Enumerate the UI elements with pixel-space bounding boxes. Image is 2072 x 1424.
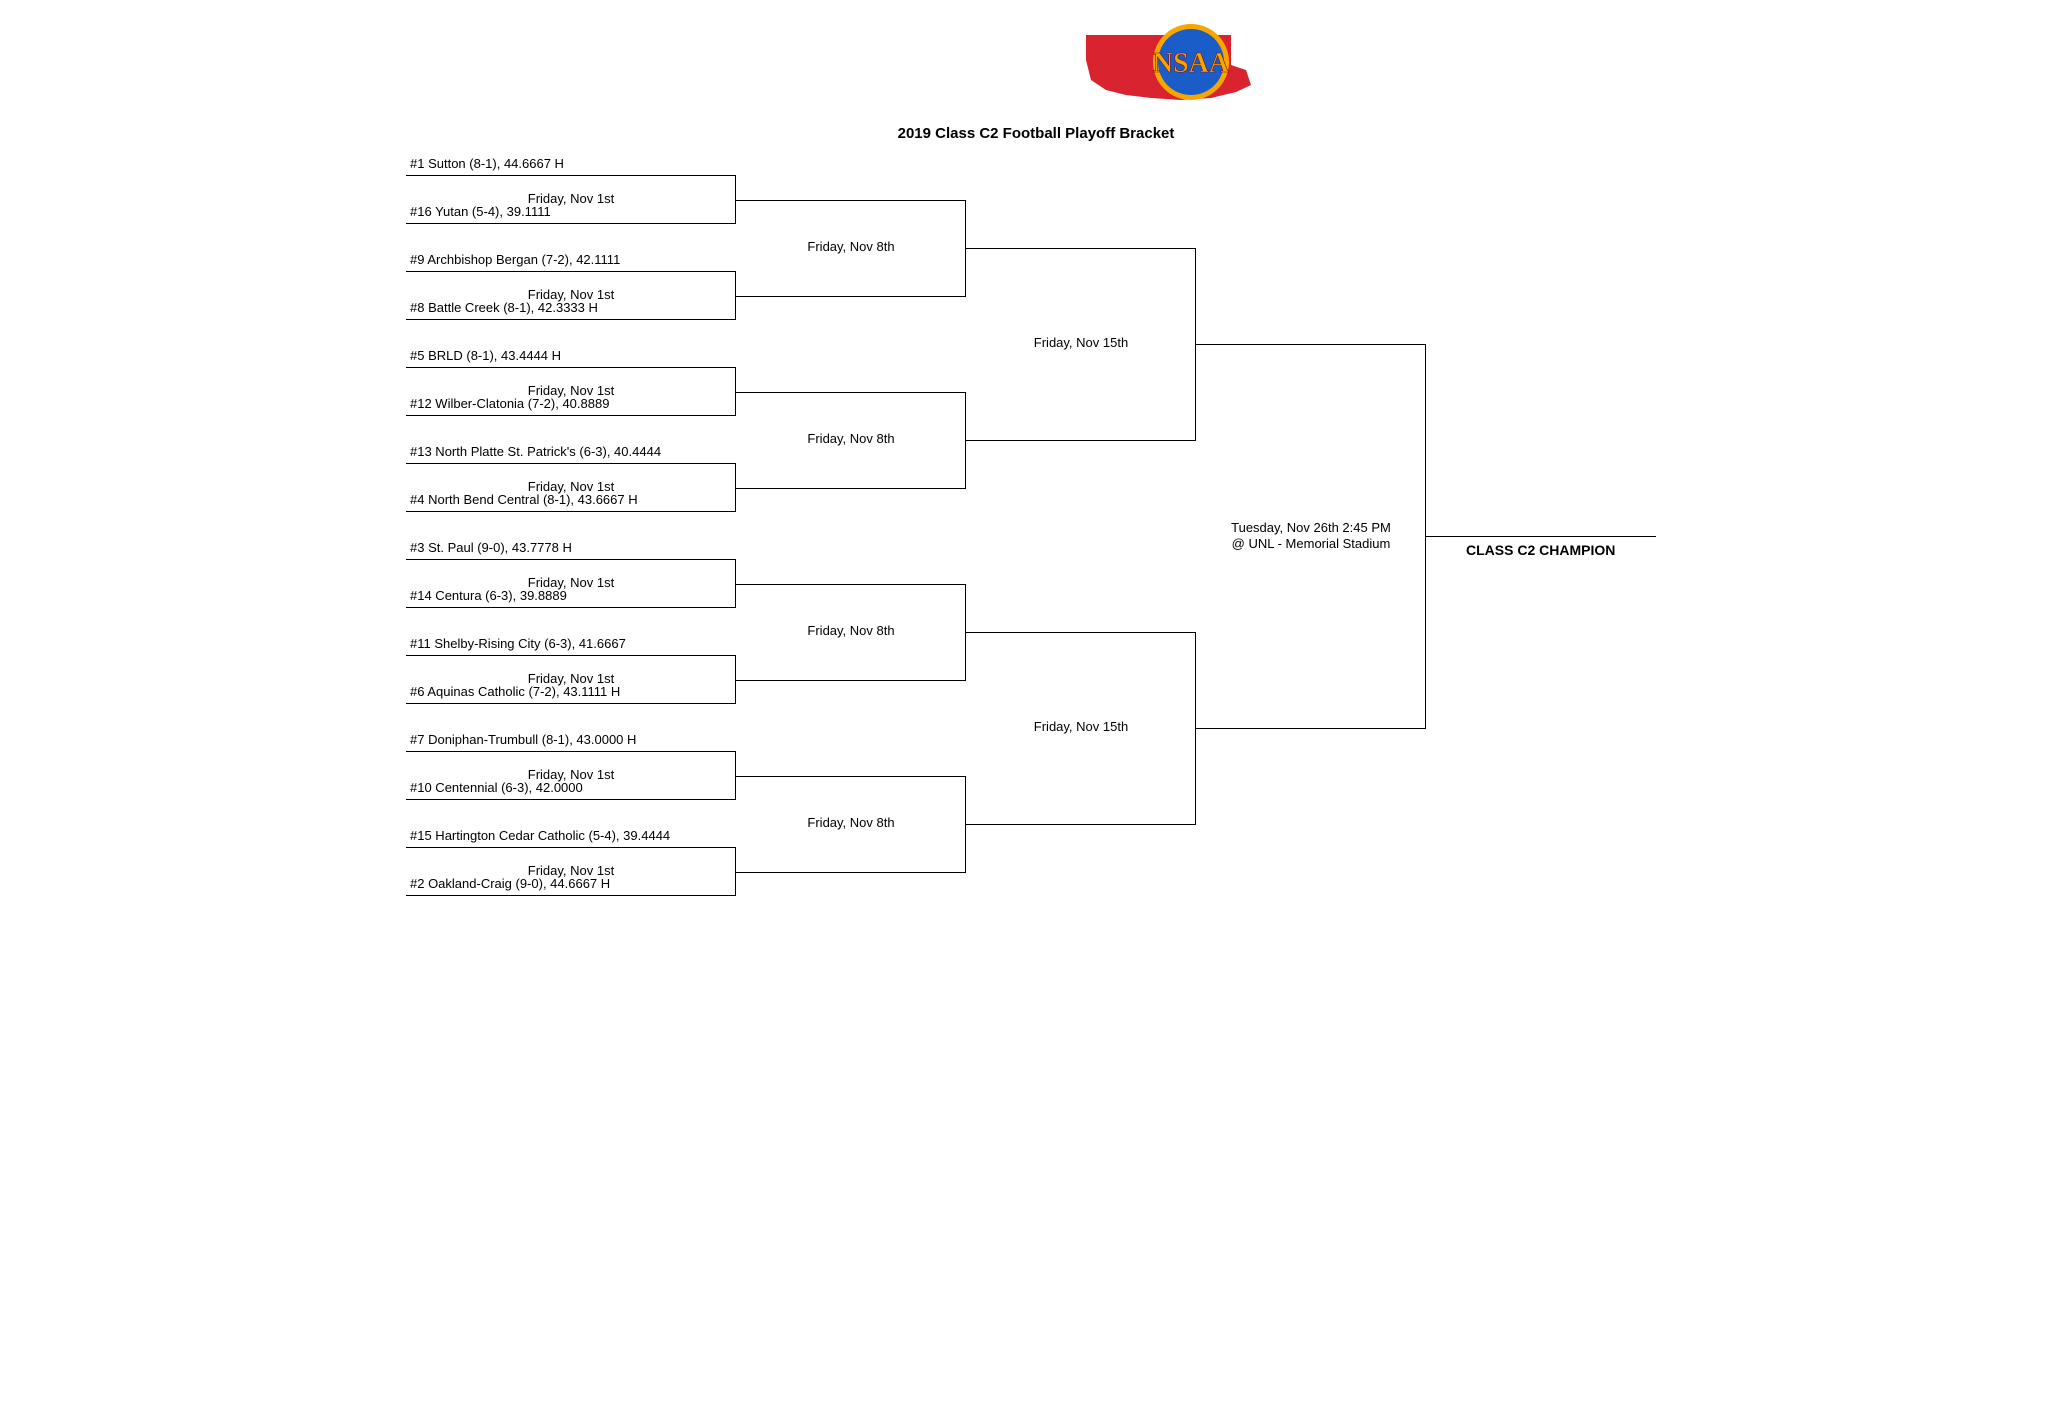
team-slot: #11 Shelby-Rising City (6-3), 41.6667 xyxy=(406,632,736,656)
bracket-line xyxy=(736,680,966,681)
match-date: Friday, Nov 1st xyxy=(406,479,736,494)
match-date: Friday, Nov 1st xyxy=(406,191,736,206)
bracket-title: 2019 Class C2 Football Playoff Bracket xyxy=(20,125,2052,142)
match-date: Friday, Nov 8th xyxy=(736,623,966,638)
nsaa-logo: NSAA xyxy=(1081,20,1271,113)
match-date: Friday, Nov 1st xyxy=(406,863,736,878)
team-slot: #1 Sutton (8-1), 44.6667 H xyxy=(406,152,736,176)
bracket-line xyxy=(736,488,966,489)
match-date: Friday, Nov 15th xyxy=(966,335,1196,350)
match-date: Friday, Nov 1st xyxy=(406,767,736,782)
team-slot: #5 BRLD (8-1), 43.4444 H xyxy=(406,344,736,368)
bracket-line xyxy=(1196,344,1426,345)
match-date: Friday, Nov 8th xyxy=(736,239,966,254)
svg-text:NSAA: NSAA xyxy=(1153,48,1230,79)
match-date: Friday, Nov 15th xyxy=(966,719,1196,734)
team-slot: #13 North Platte St. Patrick's (6-3), 40… xyxy=(406,440,736,464)
team-slot: #3 St. Paul (9-0), 43.7778 H xyxy=(406,536,736,560)
match-date: Friday, Nov 1st xyxy=(406,671,736,686)
bracket-diagram: #1 Sutton (8-1), 44.6667 H#16 Yutan (5-4… xyxy=(406,152,1666,916)
bracket-line xyxy=(966,824,1196,825)
bracket-line xyxy=(736,872,966,873)
match-date: Tuesday, Nov 26th 2:45 PM@ UNL - Memoria… xyxy=(1196,520,1426,553)
champion-label: CLASS C2 CHAMPION xyxy=(1466,542,1615,558)
bracket-line xyxy=(736,200,966,201)
bracket-line xyxy=(966,440,1196,441)
match-date: Friday, Nov 8th xyxy=(736,815,966,830)
team-slot: #7 Doniphan-Trumbull (8-1), 43.0000 H xyxy=(406,728,736,752)
match-date: Friday, Nov 8th xyxy=(736,431,966,446)
match-date: Friday, Nov 1st xyxy=(406,287,736,302)
bracket-line xyxy=(1196,728,1426,729)
bracket-line xyxy=(1426,536,1656,537)
team-slot: #15 Hartington Cedar Catholic (5-4), 39.… xyxy=(406,824,736,848)
bracket-line xyxy=(966,248,1196,249)
bracket-line xyxy=(736,776,966,777)
bracket-line xyxy=(966,632,1196,633)
team-slot: #9 Archbishop Bergan (7-2), 42.1111 xyxy=(406,248,736,272)
bracket-line xyxy=(736,392,966,393)
bracket-line xyxy=(736,296,966,297)
match-date: Friday, Nov 1st xyxy=(406,383,736,398)
bracket-line xyxy=(736,584,966,585)
match-date: Friday, Nov 1st xyxy=(406,575,736,590)
